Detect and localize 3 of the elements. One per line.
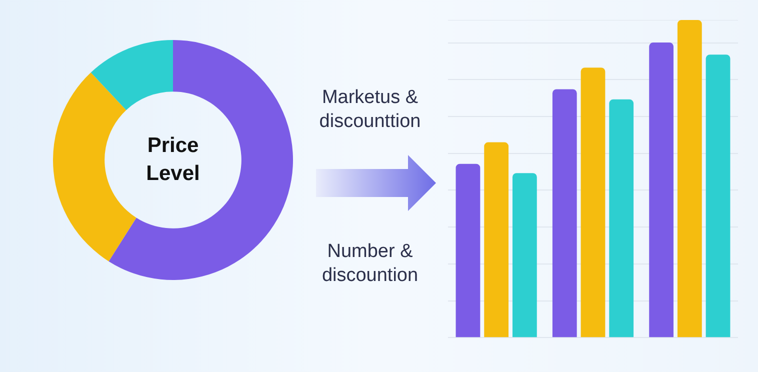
- text: Number & discountion: [320, 240, 420, 288]
- text: Price Level: [145, 133, 201, 187]
- text: Marketus & discounttion: [318, 86, 422, 134]
